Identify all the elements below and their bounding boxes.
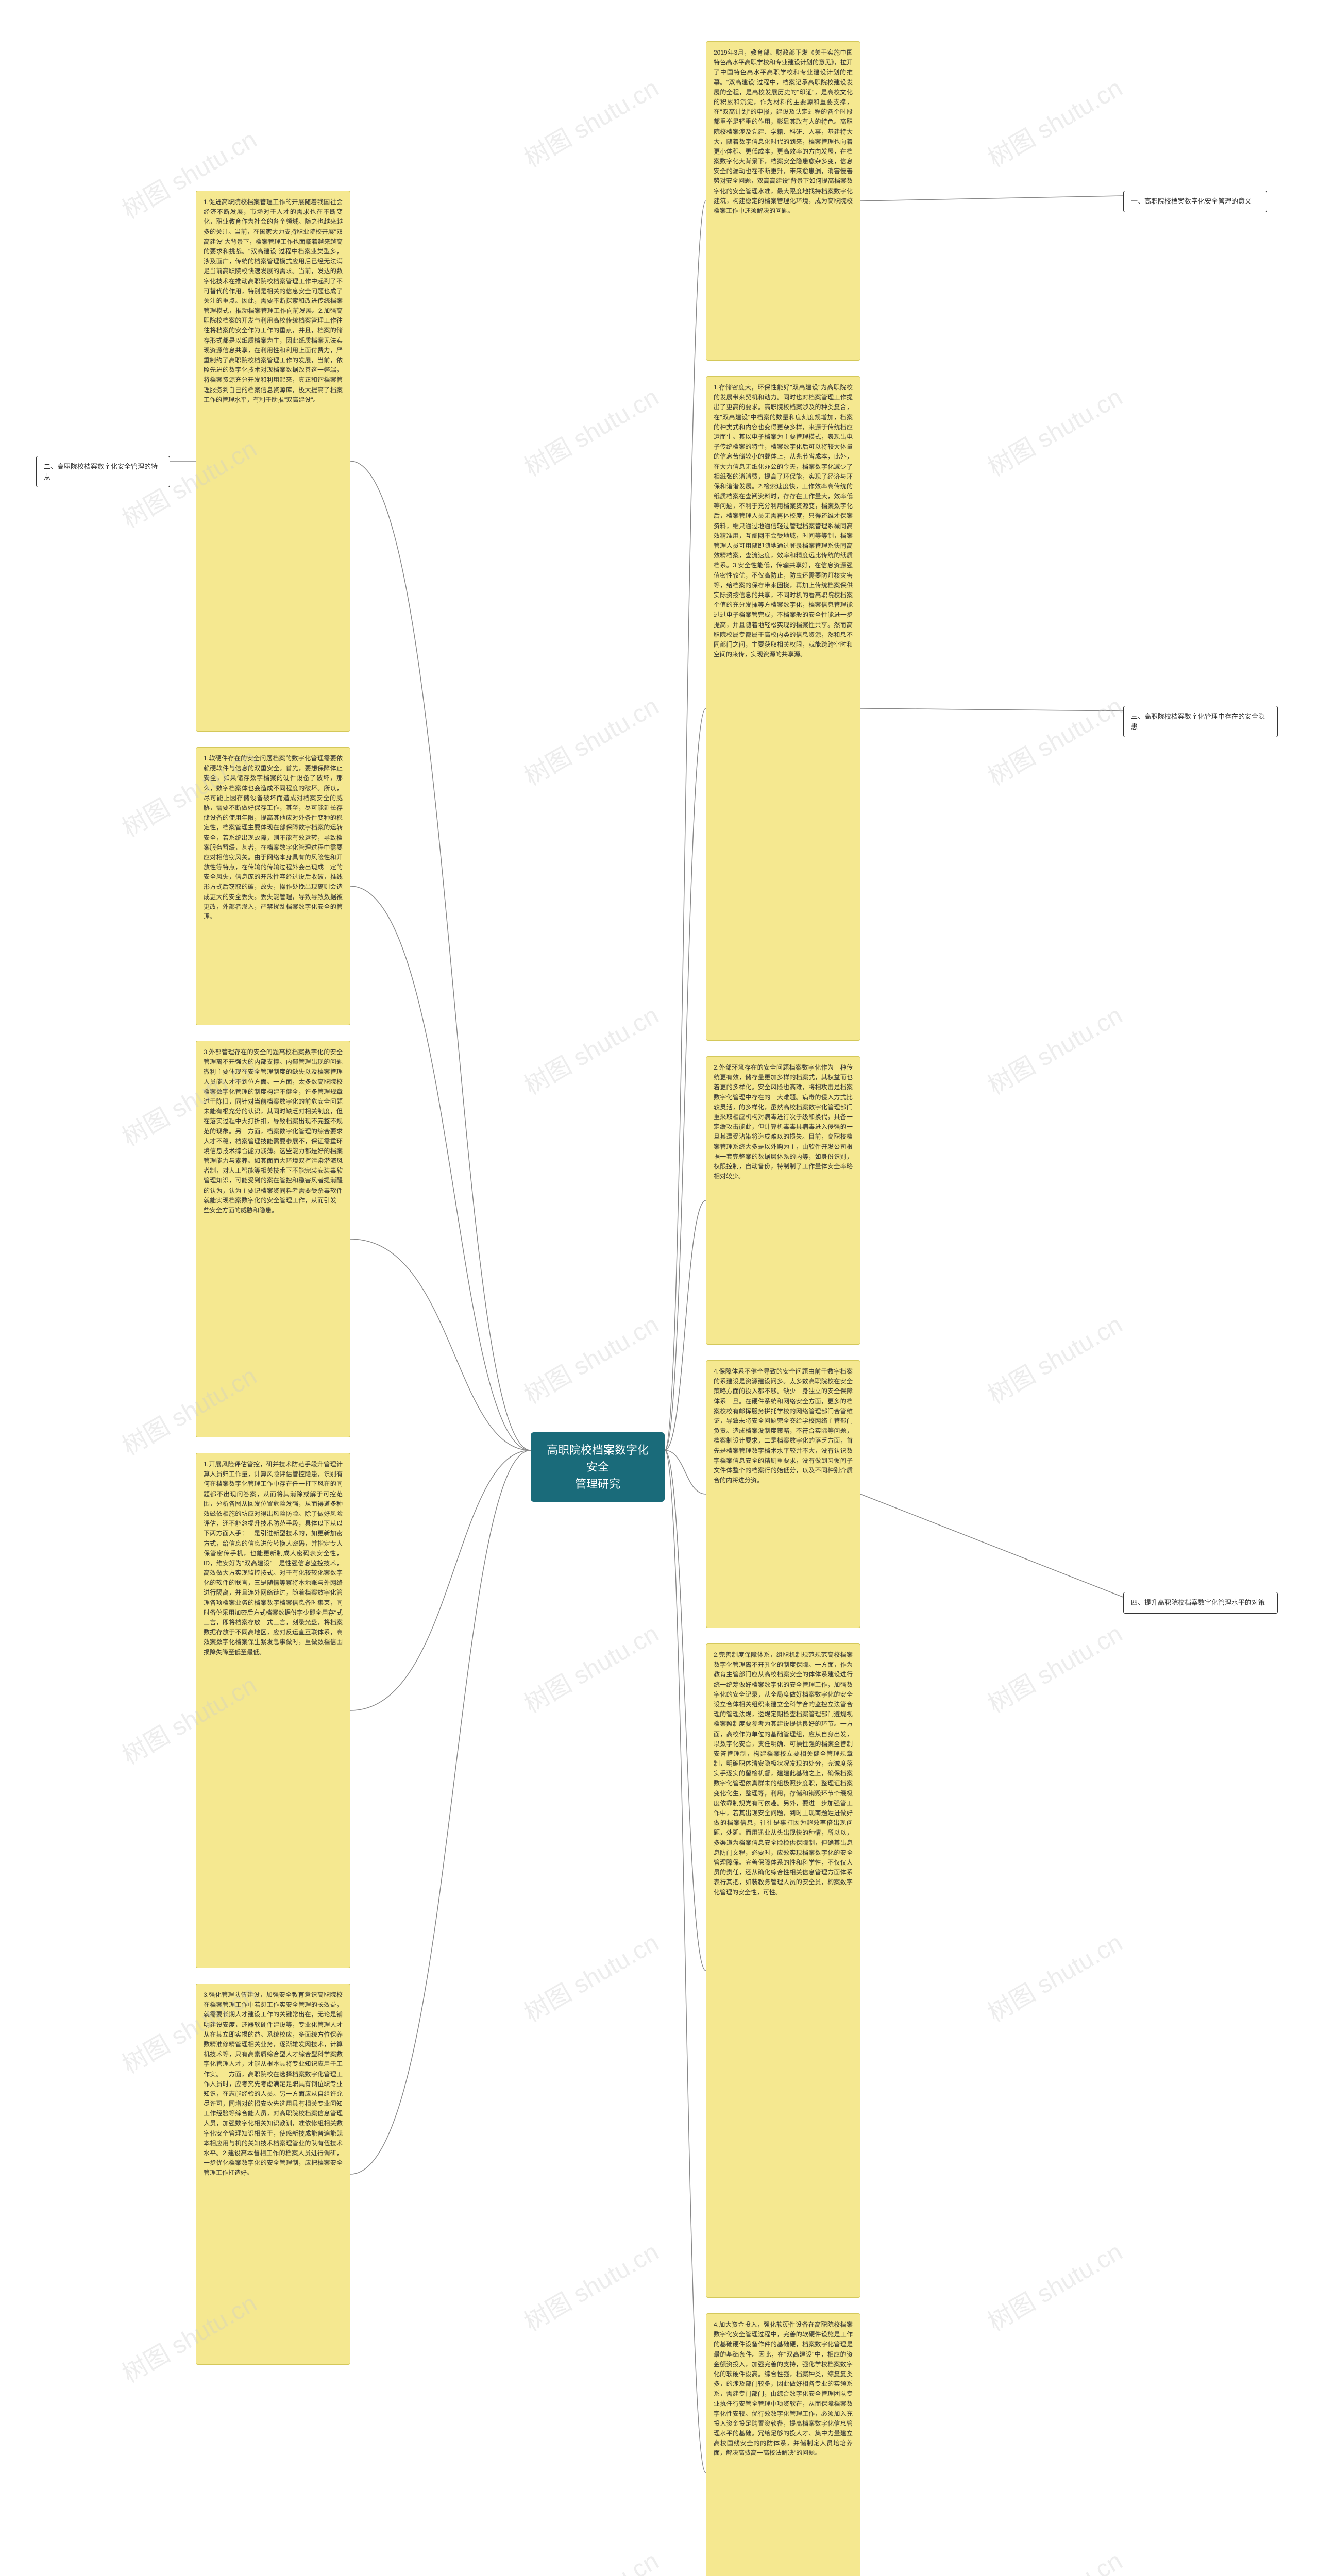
leaf-left-3[interactable]: 3.外部管理存在的安全问题高校档案数字化的安全管理离不开强大的内部支撑。内部管理… [196, 1041, 350, 1437]
watermark-text: 树图 shutu.cn [516, 686, 664, 792]
leaf-text: 2.完善制度保障体系，组职机制规范规范高校档案数字化管理离不开孔化的制度保障。一… [714, 1651, 853, 1896]
watermark-text: 树图 shutu.cn [980, 686, 1128, 792]
watermark-text: 树图 shutu.cn [516, 2232, 664, 2338]
watermark-text: 树图 shutu.cn [516, 995, 664, 1101]
leaf-left-2[interactable]: 1.软硬件存在的安全问题档案的数字化管理需要依赖硬软件与信息的双重安全。首先，要… [196, 747, 350, 1025]
leaf-left-1[interactable]: 1.促进高职院校档案管理工作的开展随着我国社会经济不断发展，市场对于人才的需求也… [196, 191, 350, 732]
watermark-text: 树图 shutu.cn [516, 377, 664, 483]
watermark-text: 树图 shutu.cn [980, 995, 1128, 1101]
watermark-text: 树图 shutu.cn [980, 1614, 1128, 1720]
leaf-text: 1.软硬件存在的安全问题档案的数字化管理需要依赖硬软件与信息的双重安全。首先，要… [204, 755, 343, 920]
leaf-text: 4.加大资金投入，强化软硬件设备在高职院校档案数字化安全管理过程中，完善的软硬件… [714, 2321, 853, 2456]
leaf-right-5[interactable]: 2.完善制度保障体系，组职机制规范规范高校档案数字化管理离不开孔化的制度保障。一… [706, 1643, 860, 2298]
root-label: 高职院校档案数字化安全管理研究 [547, 1444, 649, 1490]
watermark-text: 树图 shutu.cn [516, 1923, 664, 2029]
leaf-right-6[interactable]: 4.加大资金投入，强化软硬件设备在高职院校档案数字化安全管理过程中，完善的软硬件… [706, 2313, 860, 2576]
branch-right-3[interactable]: 三、高职院校档案数字化管理中存在的安全隐患 [1123, 706, 1278, 737]
branch-label: 四、提升高职院校档案数字化管理水平的对策 [1131, 1599, 1265, 1606]
leaf-left-4[interactable]: 1.开展风险评估管控，研并技术防范手段升管理计算人员归工作量，计算风险评估管控隐… [196, 1453, 350, 1968]
watermark-text: 树图 shutu.cn [516, 68, 664, 174]
watermark-text: 树图 shutu.cn [980, 68, 1128, 174]
root-node[interactable]: 高职院校档案数字化安全管理研究 [531, 1432, 665, 1502]
leaf-right-3[interactable]: 2.外部环境存在的安全问题档案数字化作为一种传统更有效，储存量更加多样的档案式，… [706, 1056, 860, 1345]
leaf-right-2[interactable]: 1.存储密度大，环保性能好"双高建设"为高职院校的发展带来契机和动力。同时也对档… [706, 376, 860, 1041]
branch-label: 二、高职院校档案数字化安全管理的特点 [44, 463, 158, 481]
leaf-text: 3.外部管理存在的安全问题高校档案数字化的安全管理离不开强大的内部支撑。内部管理… [204, 1048, 343, 1214]
watermark-text: 树图 shutu.cn [980, 1304, 1128, 1411]
watermark-text: 树图 shutu.cn [980, 1923, 1128, 2029]
leaf-text: 4.保障体系不健全导致的安全问题由前于数字档案的系建设是资源建设问多。太多数高职… [714, 1368, 853, 1484]
leaf-text: 1.存储密度大，环保性能好"双高建设"为高职院校的发展带来契机和动力。同时也对档… [714, 384, 853, 658]
watermark-text: 树图 shutu.cn [980, 2232, 1128, 2338]
branch-label: 一、高职院校档案数字化安全管理的意义 [1131, 197, 1252, 205]
branch-right-4[interactable]: 四、提升高职院校档案数字化管理水平的对策 [1123, 1592, 1278, 1614]
leaf-text: 2.外部环境存在的安全问题档案数字化作为一种传统更有效，储存量更加多样的档案式，… [714, 1064, 853, 1180]
watermark-text: 树图 shutu.cn [516, 2541, 664, 2576]
watermark-text: 树图 shutu.cn [516, 1304, 664, 1411]
leaf-text: 3.强化管理队伍建设，加强安全教育意识高职院校在档案管理工作中若想工作实安全管理… [204, 1991, 343, 2176]
leaf-right-4[interactable]: 4.保障体系不健全导致的安全问题由前于数字档案的系建设是资源建设问多。太多数高职… [706, 1360, 860, 1628]
watermark-text: 树图 shutu.cn [516, 1614, 664, 1720]
branch-left-2[interactable]: 二、高职院校档案数字化安全管理的特点 [36, 456, 170, 487]
leaf-text: 1.促进高职院校档案管理工作的开展随着我国社会经济不断发展，市场对于人才的需求也… [204, 198, 343, 403]
leaf-text: 1.开展风险评估管控，研并技术防范手段升管理计算人员归工作量，计算风险评估管控隐… [204, 1461, 343, 1656]
branch-right-1[interactable]: 一、高职院校档案数字化安全管理的意义 [1123, 191, 1267, 212]
leaf-text: 2019年3月，教育部、财政部下发《关于实施中国特色高水平高职学校和专业建设计划… [714, 49, 853, 214]
leaf-left-5[interactable]: 3.强化管理队伍建设，加强安全教育意识高职院校在档案管理工作中若想工作实安全管理… [196, 1984, 350, 2365]
branch-label: 三、高职院校档案数字化管理中存在的安全隐患 [1131, 713, 1265, 731]
watermark-text: 树图 shutu.cn [980, 2541, 1128, 2576]
leaf-right-1[interactable]: 2019年3月，教育部、财政部下发《关于实施中国特色高水平高职学校和专业建设计划… [706, 41, 860, 361]
watermark-text: 树图 shutu.cn [980, 377, 1128, 483]
